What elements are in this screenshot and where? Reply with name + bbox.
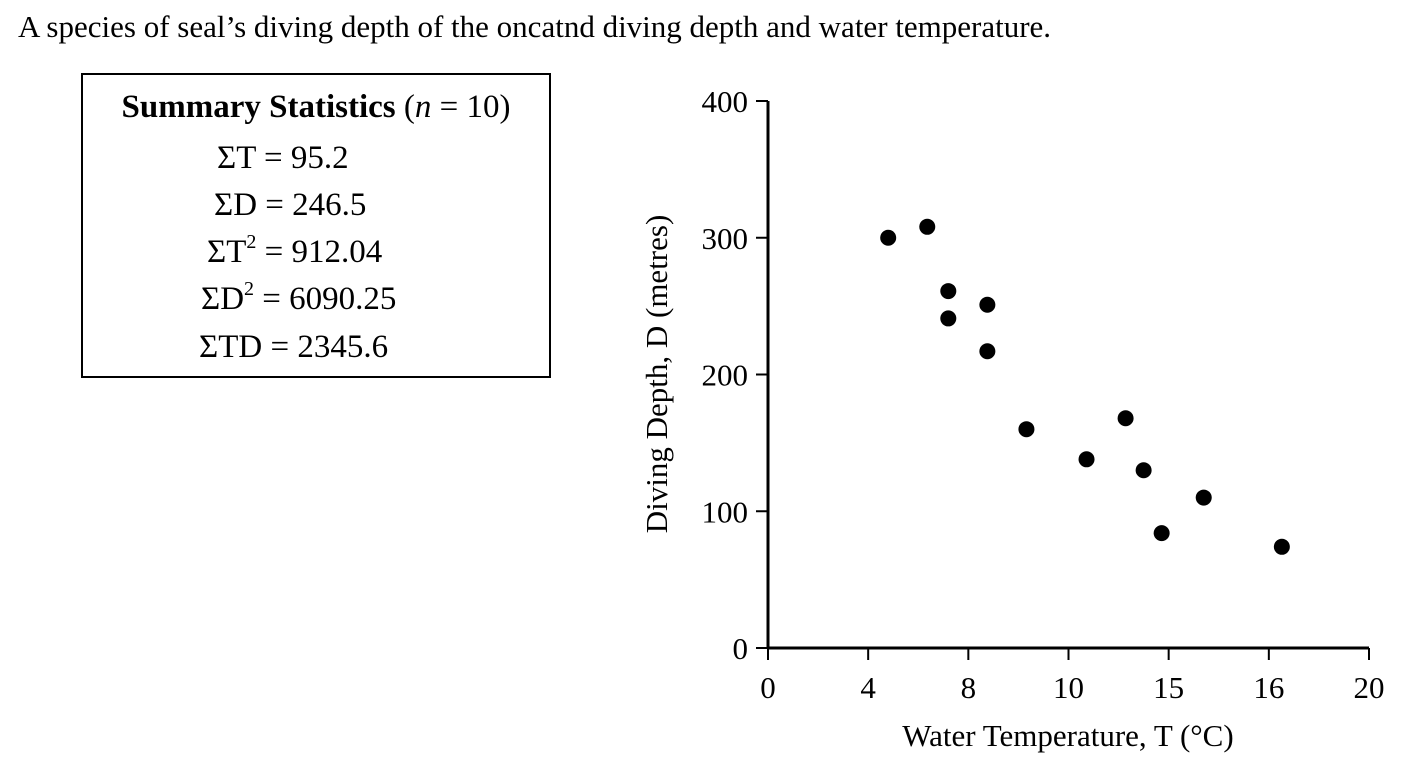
stat-symbol: ΣT [217,140,256,176]
summary-statistics-box: Summary Statistics (n = 10) ΣT = 95.2 ΣD… [81,73,551,378]
page-heading: A species of seal’s diving depth of the … [18,9,1052,44]
x-tick-label: 8 [961,670,977,705]
y-tick-label: 300 [702,221,749,256]
data-point [1078,451,1095,468]
data-point [979,296,996,313]
stat-symbol: ΣD [201,281,245,317]
data-point [1117,410,1134,427]
y-axis-label: Diving Depth, D (metres) [639,215,674,534]
x-tick-label: 20 [1354,670,1385,705]
stat-value: = 6090.25 [254,281,397,317]
stat-value: = 2345.6 [262,329,389,365]
x-tick-label: 16 [1253,670,1284,705]
stat-superscript: 2 [244,278,255,300]
y-tick-label: 200 [702,358,749,393]
summary-title-open: ( [403,89,415,125]
summary-statistics-title: Summary Statistics (n = 10) [83,87,549,127]
summary-title-bold: Summary Statistics [121,89,396,125]
data-point [1153,525,1170,542]
x-tick-label: 10 [1053,670,1084,705]
data-point [940,310,957,327]
summary-title-n: n [414,89,432,125]
stat-symbol: ΣTD [199,329,263,365]
stat-sum-t: ΣT = 95.2 [217,138,349,178]
x-tick-label: 0 [760,670,776,705]
data-point [1195,489,1212,506]
data-point [1135,462,1152,479]
x-tick-label: 4 [860,670,876,705]
x-axis-label: Water Temperature, T (°C) [902,718,1233,753]
stat-sum-d-squared: ΣD2 = 6090.25 [201,279,396,319]
summary-title-rest: = 10) [431,89,511,125]
y-tick-label: 100 [702,494,749,529]
data-point [919,218,936,235]
y-tick-label: 400 [702,84,749,119]
stat-symbol: ΣD [214,187,258,223]
x-tick-label: 15 [1153,670,1184,705]
stat-sum-t-squared: ΣT2 = 912.04 [207,232,382,272]
data-point [979,343,996,360]
data-point [1018,421,1035,438]
stat-superscript: 2 [246,231,257,253]
stat-value: = 95.2 [255,140,349,176]
stat-value: = 246.5 [257,187,367,223]
chart-points [880,218,1290,555]
stat-symbol: ΣT [207,234,247,270]
y-tick-label: 0 [733,631,749,666]
data-point [880,229,897,246]
data-point [1273,538,1290,555]
data-point [940,283,957,300]
stat-value: = 912.04 [256,234,383,270]
stat-sum-td: ΣTD = 2345.6 [199,327,388,367]
stat-sum-d: ΣD = 246.5 [214,185,366,225]
